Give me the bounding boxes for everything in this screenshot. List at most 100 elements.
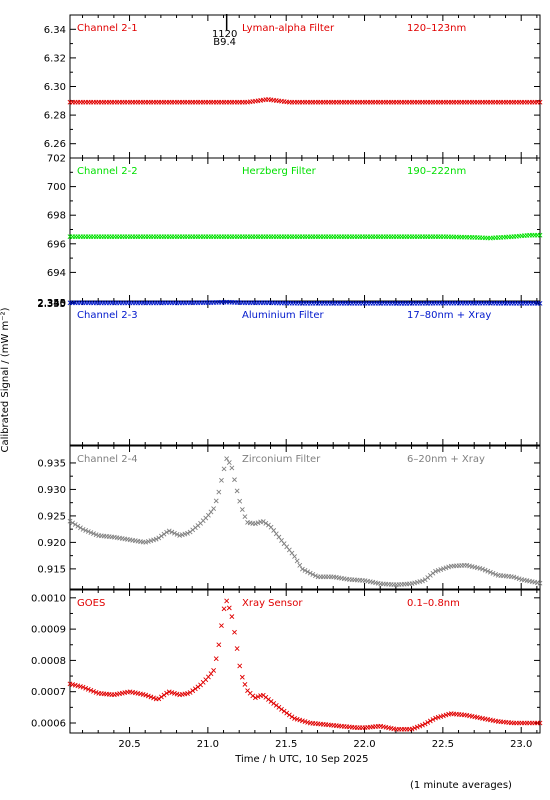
data-point [161, 692, 167, 698]
y-tick-label: 6.34 [44, 25, 66, 36]
data-point [164, 529, 170, 535]
data-point [151, 695, 156, 701]
data-point [273, 702, 279, 708]
data-point [239, 507, 245, 512]
data-point [443, 565, 449, 571]
data-point [433, 568, 438, 574]
data-point [88, 687, 94, 693]
y-tick-label: 694 [47, 268, 66, 279]
data-point [271, 528, 277, 533]
data-point [514, 575, 519, 581]
data-point [537, 720, 543, 726]
data-point [219, 477, 224, 483]
data-point [158, 694, 164, 700]
data-point [192, 686, 198, 692]
data-point [232, 477, 237, 483]
data-point [232, 629, 237, 635]
data-point [70, 520, 76, 526]
channel-label: Channel 2-3 [77, 310, 138, 321]
data-point [205, 674, 211, 680]
data-point [88, 530, 94, 535]
panel-frame [69, 445, 541, 590]
x-tick-label: 21.5 [275, 739, 297, 750]
data-point [438, 567, 444, 572]
data-point [224, 456, 230, 462]
data-point [221, 606, 227, 612]
data-point [187, 690, 193, 695]
x-axis-title: Time / h UTC, 10 Sep 2025 [234, 754, 368, 765]
band-label: 120–123nm [407, 23, 466, 34]
data-point [493, 571, 499, 577]
filter-label: Zirconium Filter [242, 454, 321, 465]
data-point [213, 656, 219, 662]
data-point [85, 686, 91, 692]
data-point [480, 566, 485, 572]
channel-label: GOES [77, 598, 105, 609]
data-point [409, 726, 415, 732]
data-point [67, 518, 73, 524]
data-point [156, 535, 162, 541]
data-point [289, 714, 295, 720]
data-point [487, 569, 493, 575]
data-point [252, 695, 258, 701]
data-point [211, 668, 217, 673]
data-point [242, 681, 248, 687]
data-point [145, 693, 151, 699]
data-point [313, 573, 318, 579]
y-tick-label: 0.0007 [31, 687, 66, 698]
panel-1: 6.26 6.28 6.30 6.32 6.34 Channel 2-1 Lyman-alp… [44, 14, 543, 159]
x-tick-label: 20.5 [118, 739, 140, 750]
data-point [425, 720, 431, 725]
x-tick-label: 22.0 [353, 739, 375, 750]
data-point [490, 570, 496, 576]
data-point [299, 566, 305, 572]
y-axis-title: Calibrated Signal / (mW m⁻²) [0, 307, 11, 452]
data-point [289, 550, 295, 556]
data-point [93, 690, 99, 695]
filter-label: Lyman-alpha Filter [242, 23, 335, 34]
y-tick-label: 0.0006 [31, 718, 66, 729]
data-point [156, 696, 162, 702]
y-tick-label: 0.925 [37, 511, 66, 522]
data-point [427, 718, 433, 724]
data-point [430, 570, 436, 576]
data-point [224, 598, 230, 604]
data-point [268, 524, 274, 530]
data-point [260, 519, 266, 524]
y-tick-label: 2.340 [37, 299, 66, 310]
data-point [153, 536, 159, 542]
data-point [250, 693, 256, 699]
data-point [158, 533, 164, 539]
data-point [161, 531, 167, 537]
y-tick-label: 6.30 [44, 82, 66, 93]
event-marker-time: 1120 [212, 29, 237, 40]
data-point [263, 520, 269, 526]
y-tick-label: 2.335 [37, 299, 66, 310]
data-point [292, 554, 297, 559]
data-point [75, 523, 81, 529]
data-point [276, 704, 282, 710]
data-point [276, 534, 282, 540]
data-point [172, 530, 177, 536]
filter-label: Xray Sensor [242, 598, 303, 609]
data-point [511, 574, 517, 580]
data-point [252, 521, 258, 527]
data-point [80, 684, 86, 690]
data-series [67, 232, 543, 241]
data-point [422, 721, 428, 727]
panel-4: 0.915 0.920 0.925 0.930 0.935 Channel 2-4 Zirc… [37, 445, 543, 590]
data-point [166, 528, 172, 534]
x-tick-label: 21.0 [197, 739, 219, 750]
x-tick-label: 22.5 [432, 739, 454, 750]
x-tick-label: 23.0 [510, 739, 532, 750]
y-tick-label: 702 [47, 154, 66, 165]
channel-label: Channel 2-2 [77, 166, 138, 177]
data-point [148, 694, 154, 700]
data-point [279, 537, 284, 543]
y-tick-label: 0.0009 [31, 625, 66, 636]
data-point [305, 569, 311, 575]
y-tick-label: 0.930 [37, 485, 66, 496]
channel-label: Channel 2-4 [77, 454, 138, 465]
y-tick-label: 6.26 [44, 139, 66, 150]
data-series [67, 456, 543, 588]
